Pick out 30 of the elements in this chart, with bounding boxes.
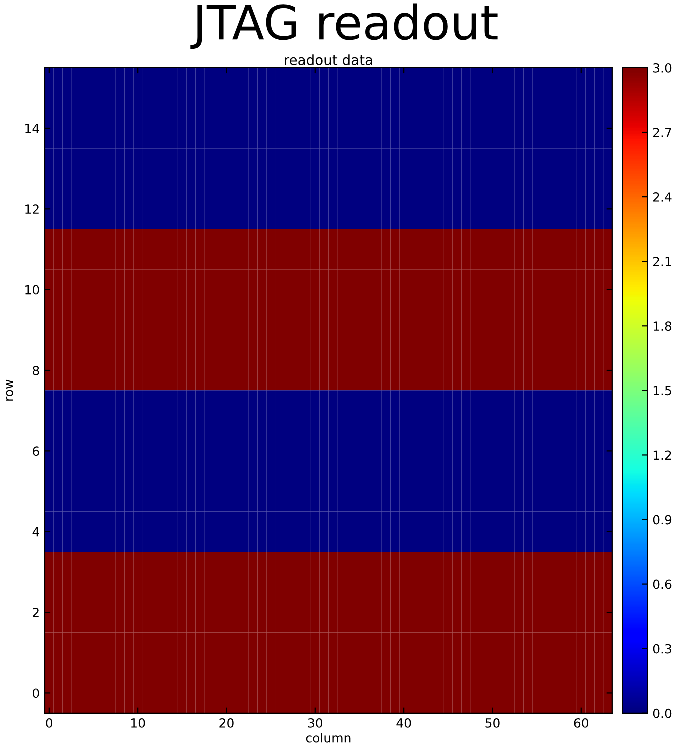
y-tick-label: 0 — [32, 688, 40, 698]
x-tick-label: 0 — [46, 718, 53, 728]
x-tick-label: 20 — [220, 718, 234, 728]
color-bar-label: 2.4 — [653, 192, 672, 202]
x-tick-label: 60 — [574, 718, 589, 728]
color-bar-label: 0.0 — [653, 708, 672, 718]
y-tick-label: 10 — [26, 285, 40, 295]
y-tick-label: 6 — [33, 446, 40, 456]
color-bar-label: 1.2 — [654, 450, 672, 460]
x-tick-label: 30 — [308, 718, 323, 728]
y-tick-label: 4 — [32, 528, 40, 537]
color-bar-label: 0.9 — [653, 515, 672, 525]
color-bar-label: 0.6 — [653, 580, 672, 590]
color-bar-label: 1.8 — [654, 322, 672, 332]
y-tick-label: 8 — [33, 366, 40, 376]
x-tick-label: 10 — [131, 718, 146, 728]
y-tick-label: 2 — [33, 608, 39, 618]
color-bar-label: 2.1 — [653, 257, 672, 266]
chart-title: JTAG readout — [190, 4, 498, 50]
chart-subtitle: readout data — [285, 54, 372, 66]
x-tick-label: 50 — [486, 718, 500, 728]
y-tick-label: 12 — [26, 204, 39, 214]
y-tick-label: 14 — [26, 124, 40, 134]
y-axis-title: row — [6, 380, 14, 401]
color-bar-label: 3.0 — [654, 63, 672, 73]
color-bar-label: 0.3 — [653, 644, 672, 654]
x-axis-title: column — [306, 733, 351, 743]
x-tick-label: 40 — [396, 718, 412, 728]
color-bar-label: 2.7 — [653, 128, 672, 138]
color-bar-label: 1.5 — [654, 386, 672, 396]
